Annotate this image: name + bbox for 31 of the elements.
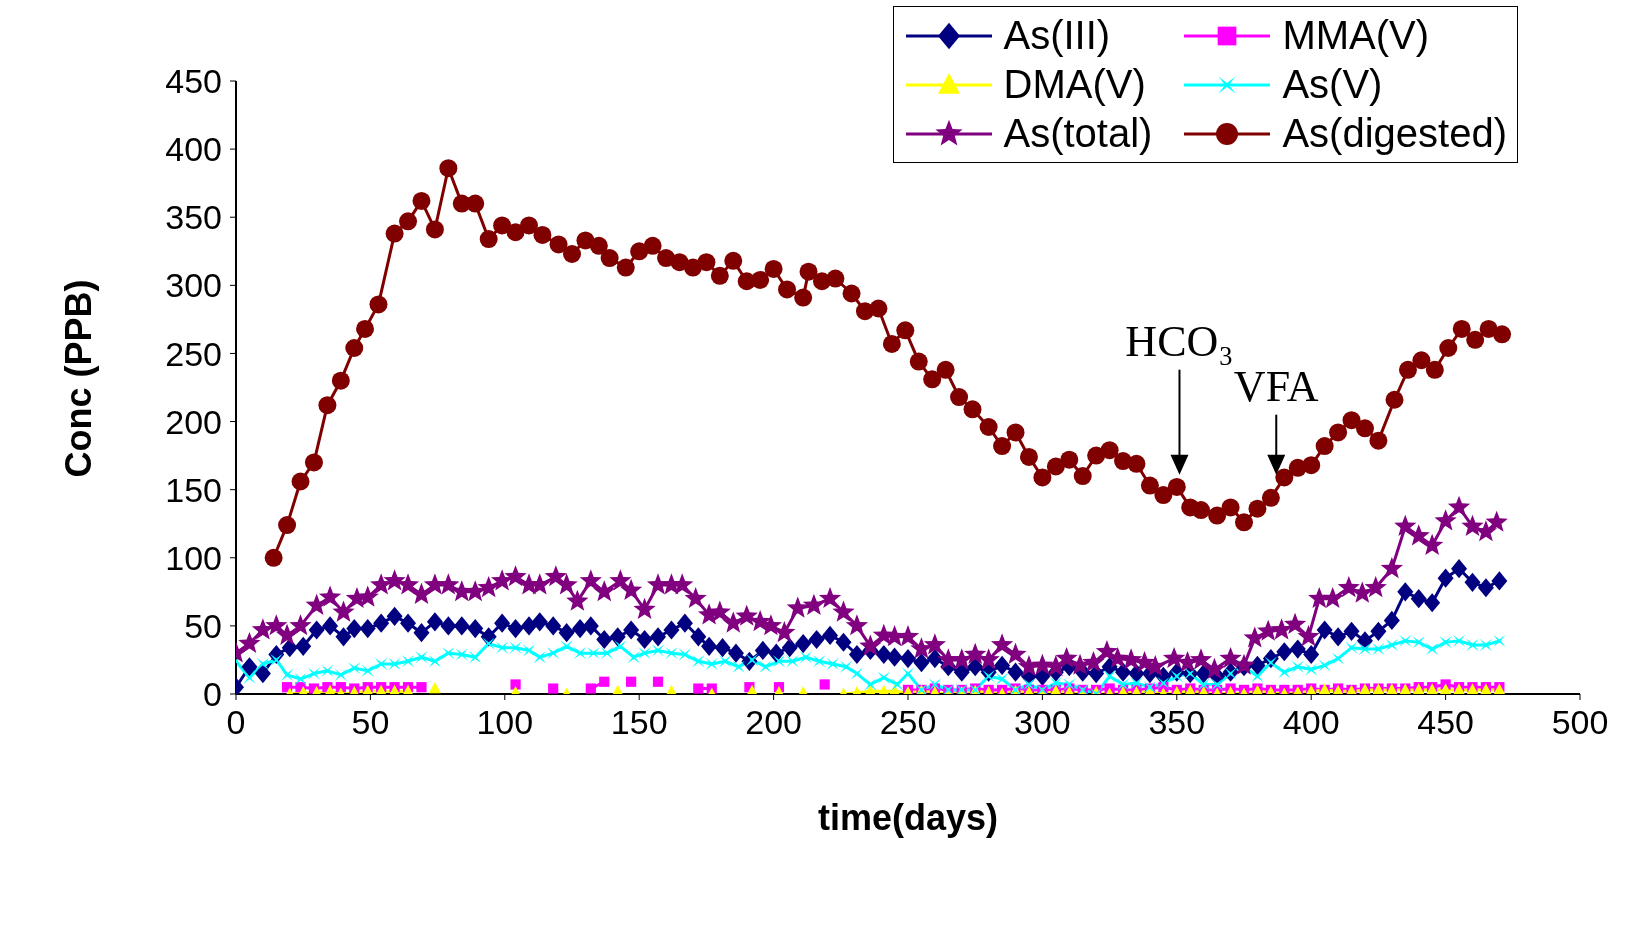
annotation: VFA <box>1233 361 1319 411</box>
y-tick-label: 450 <box>165 62 222 101</box>
x-tick-label: 350 <box>1148 703 1206 742</box>
legend-label: MMA(V) <box>1282 13 1430 58</box>
x-tick-label: 200 <box>745 703 802 742</box>
x-axis-title: time(days) <box>817 797 999 838</box>
x-tick-label: 100 <box>476 703 534 742</box>
annotation: HCO₃ <box>1125 316 1234 366</box>
legend-label: As(III) <box>1003 13 1111 58</box>
legend-label: As(V) <box>1282 62 1383 107</box>
y-tick-label: 0 <box>203 675 222 714</box>
y-tick-label: 50 <box>184 606 222 645</box>
legend-label: As(digested) <box>1282 111 1507 156</box>
x-tick-label: 400 <box>1282 703 1340 742</box>
x-tick-label: 450 <box>1417 703 1474 742</box>
x-tick-label: 0 <box>226 703 246 742</box>
y-tick-label: 150 <box>165 470 222 509</box>
y-tick-label: 250 <box>165 334 222 373</box>
y-tick-label: 400 <box>165 130 222 169</box>
x-tick-label: 250 <box>879 703 937 742</box>
legend-label: As(total) <box>1003 111 1153 156</box>
y-tick-label: 300 <box>165 266 222 305</box>
x-tick-label: 500 <box>1551 703 1609 742</box>
x-tick-label: 50 <box>351 703 390 742</box>
y-axis-title: Conc (PPB) <box>57 279 99 478</box>
legend-label: DMA(V) <box>1003 62 1146 107</box>
x-tick-label: 150 <box>610 703 668 742</box>
y-tick-label: 200 <box>165 402 222 441</box>
y-tick-label: 100 <box>165 538 222 577</box>
x-tick-label: 300 <box>1014 703 1071 742</box>
y-tick-label: 350 <box>165 198 222 237</box>
